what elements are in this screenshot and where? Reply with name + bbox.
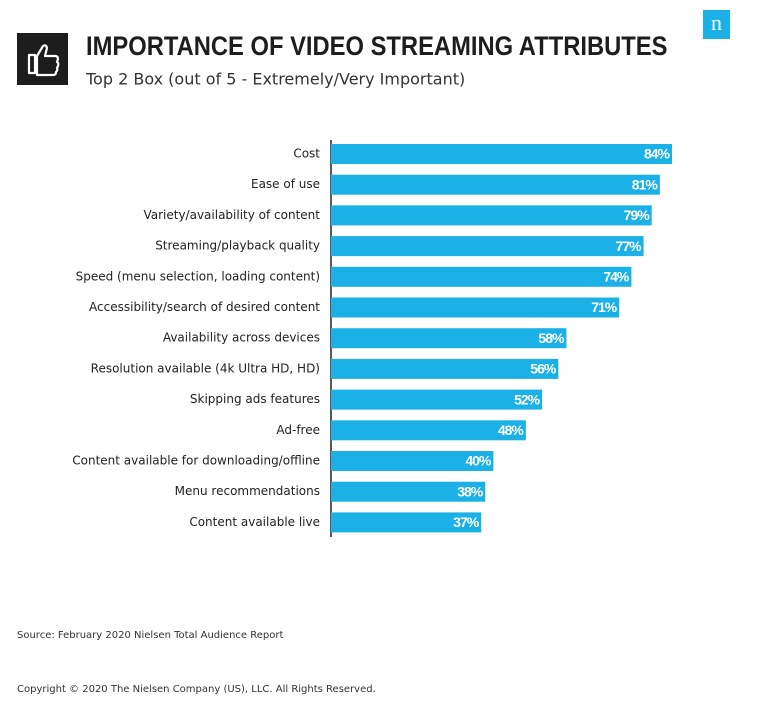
value-label: 58% xyxy=(538,330,565,346)
bar xyxy=(331,389,543,410)
category-label: Variety/availability of content xyxy=(143,208,320,222)
logo: n xyxy=(711,10,722,35)
value-label: 48% xyxy=(498,422,525,438)
value-label: 38% xyxy=(457,483,484,499)
value-label: 77% xyxy=(616,238,643,254)
bar xyxy=(331,266,632,287)
category-label: Speed (menu selection, loading content) xyxy=(76,269,320,283)
chart-subtitle: Top 2 Box (out of 5 - Extremely/Very Imp… xyxy=(85,70,465,89)
value-label: 52% xyxy=(514,391,541,407)
value-label: 79% xyxy=(624,207,651,223)
value-label: 37% xyxy=(453,514,480,530)
logo-box xyxy=(703,10,730,39)
bar xyxy=(331,358,559,379)
category-label: Content available live xyxy=(189,515,320,529)
category-label: Availability across devices xyxy=(163,331,320,345)
category-label: Content available for downloading/offlin… xyxy=(72,454,320,468)
bar xyxy=(331,512,482,533)
bar xyxy=(331,205,652,226)
value-label: 81% xyxy=(632,176,659,192)
category-label: Skipping ads features xyxy=(190,392,320,406)
source: Source: February 2020 Nielsen Total Audi… xyxy=(17,630,283,641)
category-label: Cost xyxy=(293,147,320,161)
bar xyxy=(331,174,660,195)
category-label: Accessibility/search of desired content xyxy=(89,300,320,314)
category-label: Resolution available (4k Ultra HD, HD) xyxy=(91,361,320,375)
thumbs-icon xyxy=(17,33,68,85)
bar xyxy=(331,144,672,164)
category-label: Ad-free xyxy=(276,423,320,437)
value-label: 40% xyxy=(465,453,492,469)
chart-title: IMPORTANCE OF VIDEO STREAMING ATTRIBUTES xyxy=(86,32,667,62)
value-label: 74% xyxy=(603,269,630,285)
bar xyxy=(331,420,526,441)
bar xyxy=(331,481,486,502)
value-label: 56% xyxy=(530,361,557,377)
value-label: 84% xyxy=(644,146,671,162)
bar xyxy=(331,328,567,349)
category-label: Ease of use xyxy=(251,177,320,191)
value-label: 71% xyxy=(591,299,618,315)
copyright: Copyright © 2020 The Nielsen Company (US… xyxy=(17,684,376,695)
bar xyxy=(331,451,494,471)
category-label: Streaming/playback quality xyxy=(155,239,320,253)
bar xyxy=(331,236,644,257)
bar xyxy=(331,297,620,318)
category-label: Menu recommendations xyxy=(175,484,320,498)
